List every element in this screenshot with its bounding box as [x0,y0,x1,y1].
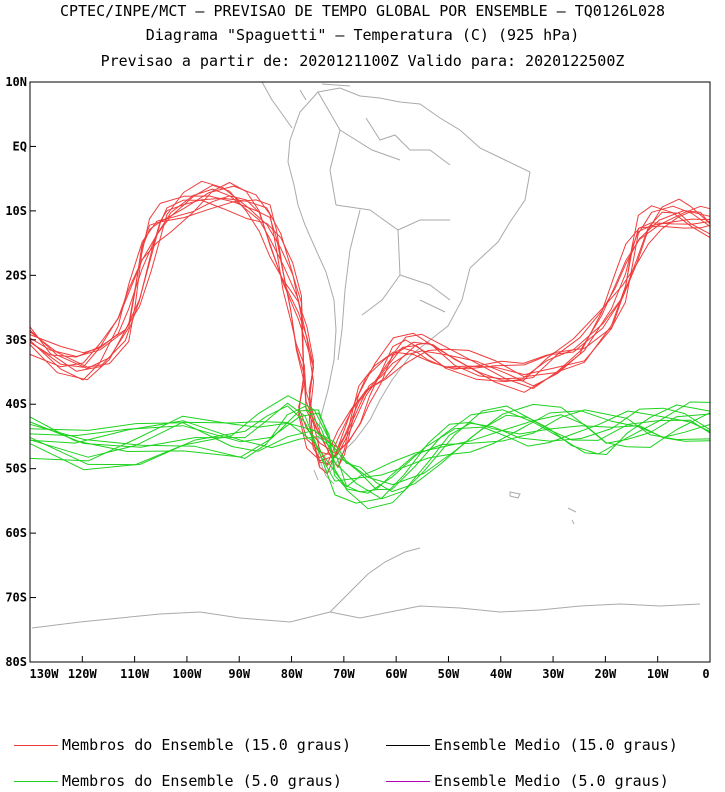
antarctica-coastline [31,547,701,629]
y-tick-label: 70S [5,591,27,605]
x-tick-label: 130W [30,667,60,681]
series-line [29,412,711,488]
chart-title-line-1: CPTEC/INPE/MCT – PREVISAO DE TEMPO GLOBA… [59,2,666,20]
plot-frame [29,81,711,663]
falkland-islands [509,491,521,499]
chart-title-line-2: Diagrama "Spaguetti" – Temperatura (C) (… [145,26,580,44]
legend-swatch-red [14,744,58,746]
series-line [29,409,711,494]
x-tick-label: 120W [68,667,98,681]
legend-item-magenta-mean: Ensemble Medio (5.0 graus) [386,772,669,790]
chart-title-line-3: Previsao a partir de: 2020121100Z Valido… [100,52,625,70]
green-member-lines [29,395,711,510]
country-borders [317,91,451,361]
series-line [29,395,711,493]
x-tick-label: 90W [228,667,250,681]
y-tick-label: 60S [5,526,27,540]
legend-swatch-black [386,744,430,746]
legend-label: Membros do Ensemble (15.0 graus) [62,736,351,754]
x-tick-label: 70W [333,667,355,681]
central-america-coastline [261,81,351,129]
x-tick-label: 100W [172,667,202,681]
x-tick-label: 40W [490,667,512,681]
x-tick-label: 20W [595,667,617,681]
x-tick-label: 10W [647,667,669,681]
y-tick-label: EQ [13,139,27,153]
legend-item-red-members: Membros do Ensemble (15.0 graus) [14,736,351,754]
x-tick-label: 60W [385,667,407,681]
series-line [29,195,711,449]
series-line [29,199,711,457]
y-tick-label: 20S [5,268,27,282]
series-line [29,405,711,482]
y-tick-label: 50S [5,462,27,476]
series-line [29,195,711,466]
legend-label: Ensemble Medio (15.0 graus) [434,736,678,754]
x-tick-label: 30W [542,667,564,681]
legend-swatch-green [14,780,58,782]
series-line [29,404,711,491]
x-axis: 130W 120W 110W 100W 90W 80W 70W 60W 50W 40W 30W 20W… [29,656,711,681]
y-tick-label: 80S [5,655,27,669]
south-america-coastline [287,87,531,473]
series-line [29,405,711,510]
south-georgia [567,507,577,525]
series-line [29,401,711,486]
legend-label: Membros do Ensemble (5.0 graus) [62,772,342,790]
series-line [29,402,711,504]
legend-item-green-members: Membros do Ensemble (5.0 graus) [14,772,342,790]
y-tick-label: 10S [5,204,27,218]
legend-label: Ensemble Medio (5.0 graus) [434,772,669,790]
y-tick-label: 10N [5,75,27,89]
legend-swatch-magenta [386,780,430,782]
y-axis: 10N EQ 10S 20S 30S 40S 50S 60S 70S 80S [5,75,36,669]
coastline-map [31,81,701,629]
x-tick-label: 50W [438,667,460,681]
x-tick-label: 80W [281,667,303,681]
x-tick-label: 0 [702,667,709,681]
x-tick-label: 110W [120,667,150,681]
y-tick-label: 40S [5,397,27,411]
y-tick-label: 30S [5,333,27,347]
series-line [29,185,711,468]
legend-item-black-mean: Ensemble Medio (15.0 graus) [386,736,678,754]
series-line [29,180,711,462]
series-line [29,405,711,500]
series-line [29,403,711,493]
